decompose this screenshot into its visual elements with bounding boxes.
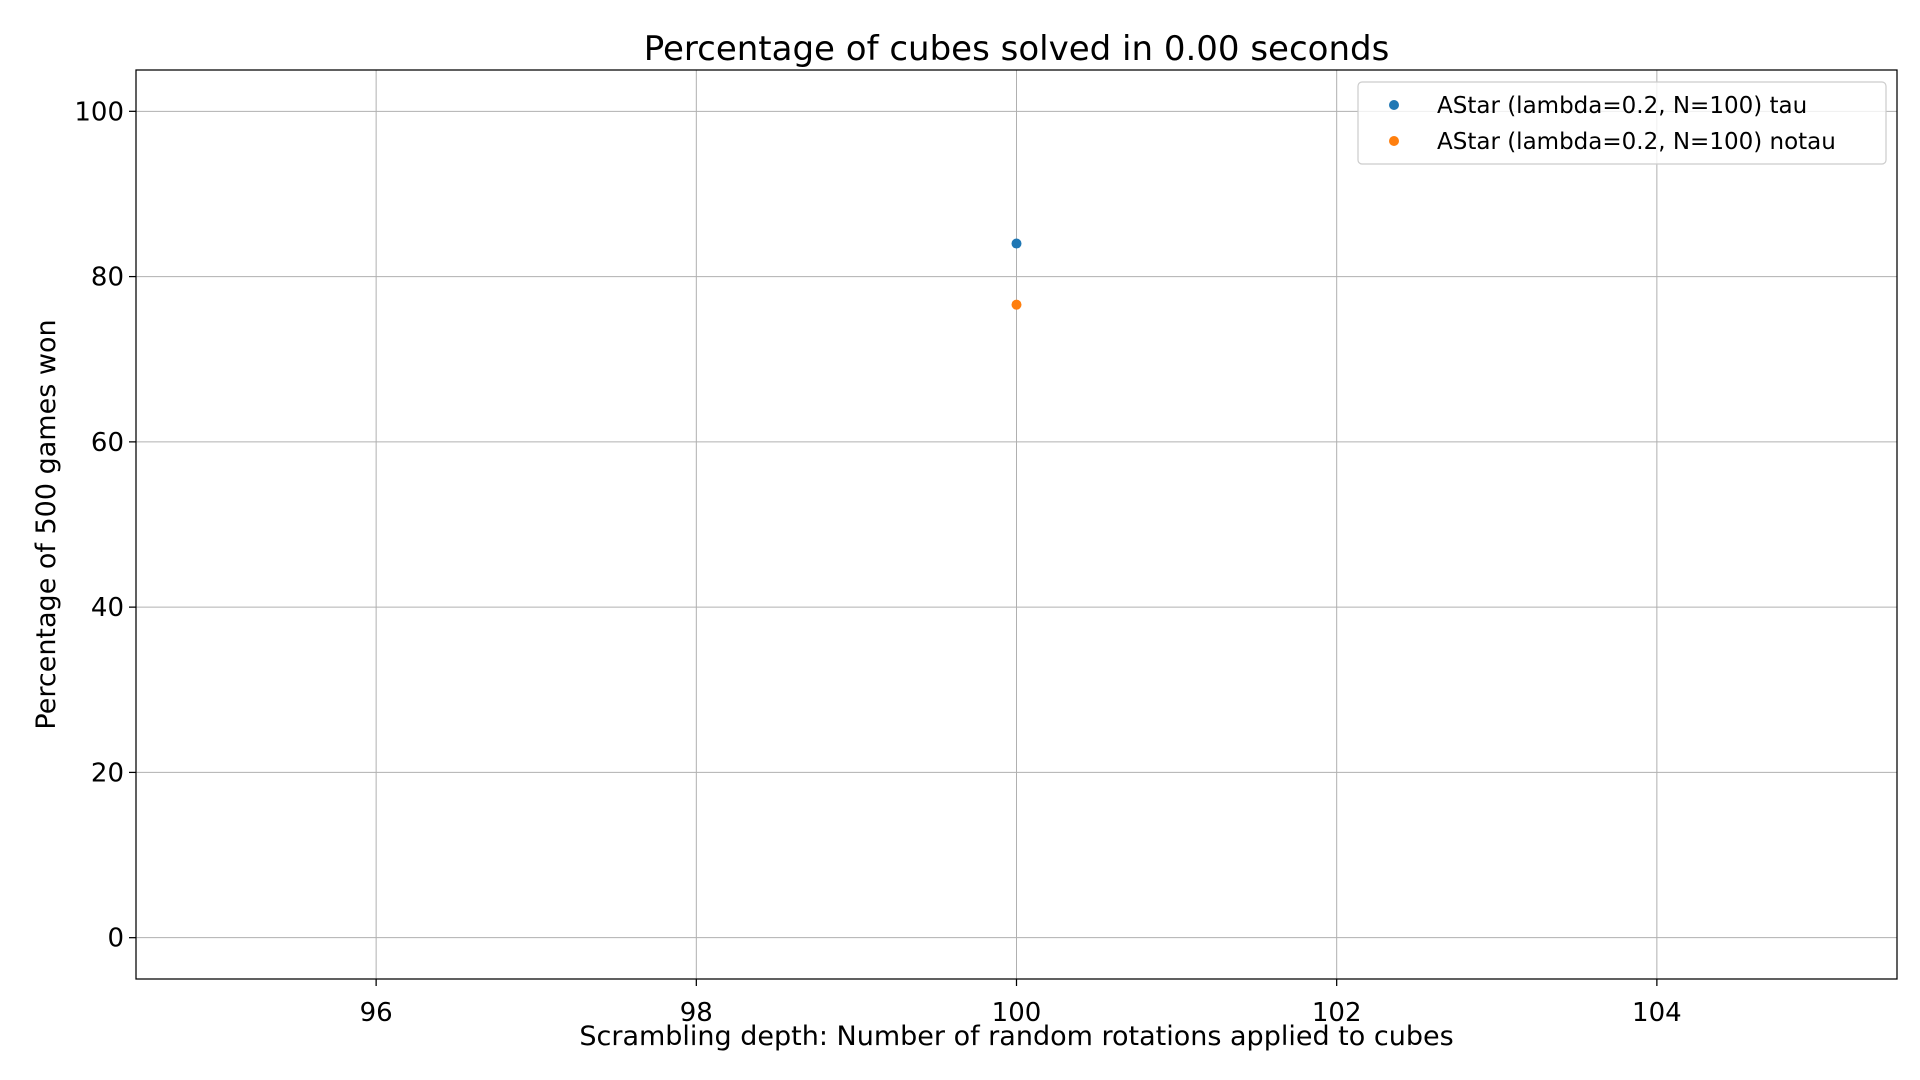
legend-items: AStar (lambda=0.2, N=100) tau AStar (lamb… — [1389, 93, 1836, 155]
x-axis-ticks: 96 98 100 102 104 — [360, 979, 1682, 1028]
y-axis-label: Percentage of 500 games won — [31, 319, 62, 729]
y-axis-ticks: 0 20 40 60 80 100 — [74, 97, 136, 954]
legend-label-series-2: AStar (lambda=0.2, N=100) notau — [1437, 129, 1836, 155]
y-tick-label: 40 — [91, 593, 124, 623]
x-tick-label: 102 — [1312, 998, 1362, 1028]
legend-marker-series-1 — [1389, 100, 1399, 110]
y-tick-label: 60 — [91, 428, 124, 458]
data-point-series-1 — [1011, 238, 1022, 249]
y-tick-label: 20 — [91, 758, 124, 788]
legend-box — [1357, 81, 1887, 165]
y-tick-label: 80 — [91, 263, 124, 293]
legend-marker-series-2 — [1389, 136, 1399, 146]
y-tick-label: 0 — [107, 924, 124, 954]
legend: AStar (lambda=0.2, N=100) tau AStar (lamb… — [1357, 81, 1887, 165]
legend-label-series-1: AStar (lambda=0.2, N=100) tau — [1437, 93, 1807, 119]
chart-title: Percentage of cubes solved in 0.00 secon… — [644, 29, 1390, 69]
x-tick-label: 100 — [992, 998, 1042, 1028]
x-tick-label: 98 — [680, 998, 713, 1028]
x-tick-label: 104 — [1632, 998, 1682, 1028]
x-axis-label: Scrambling depth: Number of random rotat… — [579, 1021, 1453, 1052]
data-points — [1011, 238, 1022, 310]
data-point-series-2 — [1011, 299, 1022, 310]
x-tick-label: 96 — [360, 998, 393, 1028]
y-tick-label: 100 — [74, 97, 124, 127]
